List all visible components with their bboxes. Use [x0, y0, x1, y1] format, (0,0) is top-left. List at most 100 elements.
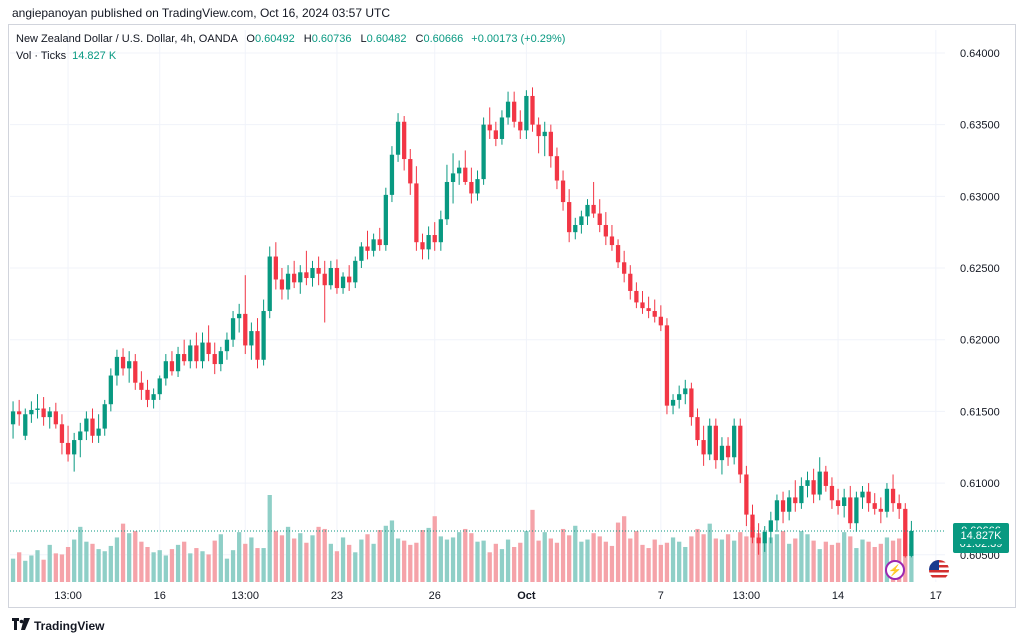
volume-bar [677, 541, 682, 582]
candle-body [701, 440, 706, 455]
volume-bar [683, 546, 688, 582]
candle-body [463, 167, 468, 182]
volume-bar [188, 553, 193, 582]
us-flag-icon[interactable] [929, 560, 949, 580]
volume-bar [475, 541, 480, 582]
volume-bar [628, 538, 633, 582]
candle-body [90, 418, 95, 436]
volume-bar [175, 544, 181, 582]
candle-body [255, 331, 260, 360]
candle-body [224, 339, 230, 352]
close-value: 0.60666 [423, 33, 464, 45]
candle-body [432, 235, 437, 243]
volume-bar [615, 522, 621, 582]
volume-bar [23, 560, 28, 582]
volume-bar [536, 540, 541, 582]
candle-body [334, 268, 340, 289]
chart-frame[interactable] [8, 24, 1016, 608]
volume-bar [487, 552, 492, 582]
candle-body [548, 131, 553, 157]
candle-body [493, 130, 498, 139]
candle-body [622, 262, 627, 274]
volume-bar [114, 537, 120, 582]
volume-bar [689, 536, 694, 582]
volume-bar [432, 516, 437, 582]
volume-bar [29, 555, 34, 582]
volume-bar [909, 543, 914, 582]
candle-body [469, 181, 474, 194]
x-tick-label: 13:00 [733, 590, 761, 602]
y-tick-label: 0.62500 [960, 263, 1000, 275]
candle-body [487, 124, 492, 131]
candle-body [395, 121, 401, 155]
x-tick-label: 17 [930, 590, 942, 602]
candle-body [524, 95, 529, 131]
candle-body [353, 260, 358, 283]
volume-bar [218, 534, 223, 582]
volume-bar [842, 532, 847, 582]
candle-body [127, 361, 132, 369]
volume-bar [793, 538, 798, 582]
volume-legend[interactable]: Vol · Ticks 14.827 K [16, 50, 116, 62]
volume-bar [145, 546, 150, 582]
volume-bar [597, 536, 602, 582]
volume-bar [701, 534, 706, 582]
candle-body [279, 279, 285, 290]
volume-bar [450, 537, 456, 582]
candle-body [65, 442, 71, 455]
volume-bar [707, 523, 712, 582]
candle-body [884, 488, 890, 512]
volume-bar [860, 539, 865, 582]
candle-body [530, 95, 535, 125]
candle-body [273, 256, 278, 280]
volume-bar [787, 543, 792, 582]
tradingview-footer[interactable]: TradingView [12, 618, 104, 633]
volume-bar [65, 546, 71, 582]
volume-bar [414, 542, 419, 582]
flash-icon[interactable]: ⚡ [885, 560, 905, 580]
candle-body [347, 276, 352, 283]
publisher-line: angiepanoyan published on TradingView.co… [12, 6, 391, 20]
footer-brand: TradingView [34, 618, 105, 633]
x-tick-label: 13:00 [54, 590, 82, 602]
volume-bar [90, 543, 95, 582]
candle-body [658, 316, 663, 326]
candle-body [218, 351, 223, 365]
y-tick-label: 0.63000 [960, 191, 1000, 203]
symbol-legend[interactable]: New Zealand Dollar / U.S. Dollar, 4h, OA… [16, 33, 565, 45]
volume-bar [310, 535, 315, 582]
volume-bar [59, 554, 65, 582]
volume-bar [261, 548, 266, 582]
candle-body [897, 503, 902, 509]
volume-bar [200, 551, 205, 582]
candle-body [23, 414, 28, 436]
candle-body [59, 424, 65, 443]
volume-bar [102, 551, 107, 582]
volume-bar [322, 528, 327, 582]
volume-bar [835, 542, 841, 582]
volume-label: Vol · Ticks [16, 50, 67, 62]
x-tick-label: 16 [154, 590, 166, 602]
candle-body [597, 213, 602, 225]
volume-bar [169, 549, 175, 582]
candle-body [298, 272, 303, 283]
candle-body [664, 325, 670, 406]
volume-bar [334, 551, 340, 582]
candle-body [169, 361, 175, 372]
candle-body [762, 531, 767, 544]
volume-tag: 14.827K [953, 529, 1009, 545]
candle-body [267, 256, 272, 312]
volume-bar [35, 550, 40, 582]
symbol-name: New Zealand Dollar / U.S. Dollar, 4h, OA… [16, 33, 238, 45]
candle-body [151, 394, 156, 400]
volume-bar [157, 550, 162, 582]
x-tick-label: 14 [832, 590, 844, 602]
volume-bar [848, 536, 853, 582]
candle-body [725, 445, 731, 458]
candle-body [640, 302, 645, 309]
candle-body [536, 124, 541, 137]
tradingview-logo-icon [12, 618, 30, 633]
volume-bar [725, 534, 731, 582]
volume-bar [738, 532, 743, 582]
